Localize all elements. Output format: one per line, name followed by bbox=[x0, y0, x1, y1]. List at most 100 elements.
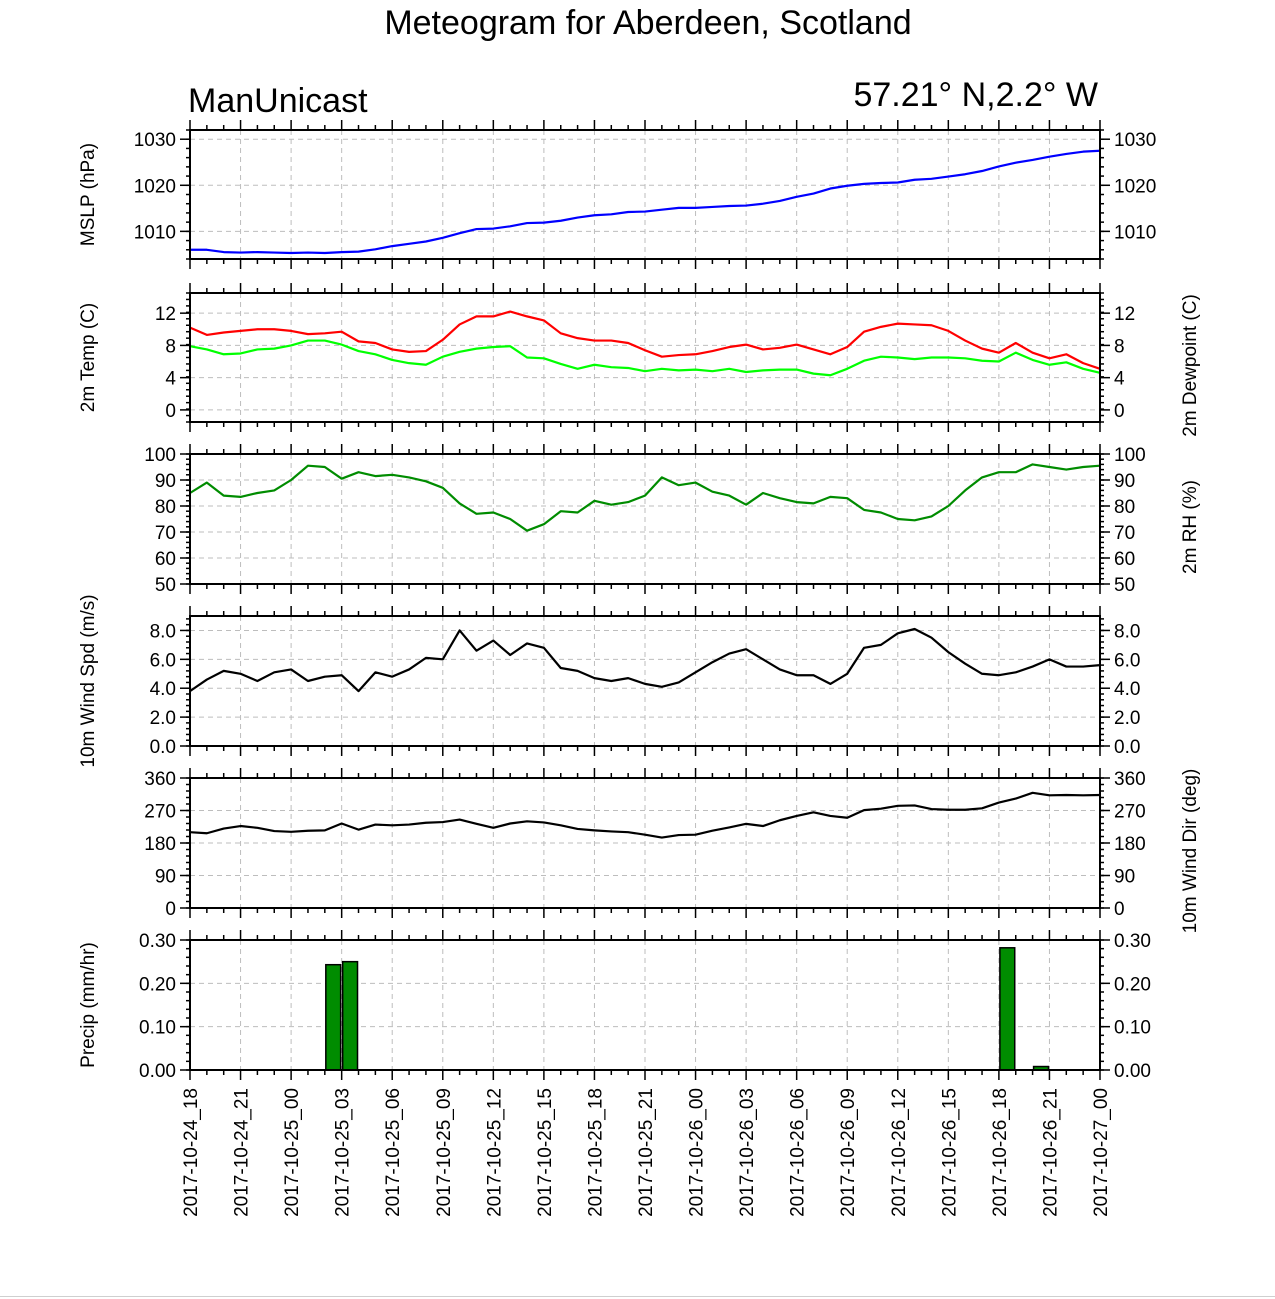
y-tick-label-right: 0.30 bbox=[1114, 931, 1151, 952]
y-tick-label-right: 0.20 bbox=[1114, 974, 1151, 995]
y-tick-label-right: 60 bbox=[1114, 549, 1135, 570]
y-tick-label-left: 8 bbox=[165, 336, 176, 357]
y-tick-label-right: 0.00 bbox=[1114, 1061, 1151, 1082]
precip-bar bbox=[999, 947, 1016, 1071]
y-tick-label-right: 1010 bbox=[1114, 222, 1156, 243]
wind_speed-series-line-1 bbox=[189, 627, 1101, 693]
y-tick-label-right: 90 bbox=[1114, 867, 1135, 888]
x-tick-label: 2017-10-26_03 bbox=[737, 1088, 758, 1217]
x-tick-label: 2017-10-25_15 bbox=[535, 1088, 556, 1217]
x-tick-label: 2017-10-27_00 bbox=[1091, 1088, 1112, 1217]
x-tick-label: 2017-10-25_09 bbox=[434, 1088, 455, 1217]
panel-frame bbox=[189, 939, 1101, 1071]
temperature-series-line-2 bbox=[189, 339, 1101, 377]
y-tick-label-left: 180 bbox=[144, 834, 176, 855]
x-tick-label: 2017-10-25_03 bbox=[333, 1088, 354, 1217]
y-axis-label: MSLP (hPa) bbox=[78, 143, 99, 246]
y-tick-label-right: 360 bbox=[1114, 769, 1146, 790]
y-tick-label-left: 12 bbox=[155, 304, 176, 325]
y-tick-label-right: 2.0 bbox=[1114, 708, 1140, 729]
x-tick-label: 2017-10-25_00 bbox=[282, 1088, 303, 1217]
y-tick-label-right: 0 bbox=[1114, 401, 1125, 422]
y-tick-label-right: 180 bbox=[1114, 834, 1146, 855]
mslp-series-line-1 bbox=[190, 149, 1101, 255]
wind_dir-series-line-1 bbox=[189, 791, 1101, 839]
y-tick-label-left: 50 bbox=[155, 575, 176, 596]
y-tick-label-left: 90 bbox=[155, 867, 176, 888]
y-tick-label-right: 0.0 bbox=[1114, 737, 1140, 758]
y-tick-label-left: 2.0 bbox=[150, 708, 176, 729]
y-tick-label-right: 12 bbox=[1114, 304, 1135, 325]
y-tick-label-left: 1020 bbox=[134, 176, 176, 197]
x-tick-label: 2017-10-26_00 bbox=[687, 1088, 708, 1217]
y-axis-label-right: 2m Dewpoint (C) bbox=[1180, 294, 1201, 437]
y-axis-label: Precip (mm/hr) bbox=[78, 942, 99, 1068]
x-tick-label: 2017-10-24_21 bbox=[232, 1088, 253, 1217]
panel-temperature: 0 0 4 4 8 8 12 12 2m Temp (C) 2m Dewpoint (C) bbox=[78, 283, 1201, 437]
y-axis-label: 2m Temp (C) bbox=[78, 303, 99, 412]
y-tick-label-right: 1020 bbox=[1114, 176, 1156, 197]
y-axis-label: 10m Wind Spd (m/s) bbox=[78, 594, 99, 767]
y-tick-label-left: 1030 bbox=[134, 130, 176, 151]
x-tick-label: 2017-10-26_06 bbox=[788, 1088, 809, 1217]
y-tick-label-right: 1030 bbox=[1114, 130, 1156, 151]
panel-frame bbox=[189, 777, 1101, 909]
panel-precip: 0.00 0.00 0.10 0.10 0.20 0.20 0.30 0.30 Precip (… bbox=[78, 930, 1151, 1082]
panel-rh: 50 50 60 60 70 70 80 80 90 90 100 100 2m RH (%) bbox=[144, 444, 1201, 596]
y-tick-label-right: 70 bbox=[1114, 523, 1135, 544]
precip-bar bbox=[341, 960, 359, 1071]
panel-mslp: 1010 1010 1020 1020 1030 1030 MSLP (hPa) bbox=[78, 120, 1156, 269]
panel-wind_dir: 0 0 90 90 180 180 270 270 360 360 10m Wind Dir (de… bbox=[144, 768, 1201, 933]
y-tick-label-left: 1010 bbox=[134, 222, 176, 243]
x-tick-label: 2017-10-25_06 bbox=[383, 1088, 404, 1217]
y-tick-label-right: 90 bbox=[1114, 471, 1135, 492]
panel-frame bbox=[189, 453, 1101, 585]
y-axis-label-right: 2m RH (%) bbox=[1180, 480, 1201, 574]
x-tick-label: 2017-10-26_18 bbox=[990, 1088, 1011, 1217]
y-tick-label-right: 0.10 bbox=[1114, 1018, 1151, 1039]
panel-frame bbox=[189, 292, 1101, 423]
x-tick-label: 2017-10-25_12 bbox=[484, 1088, 505, 1217]
y-axis-label-right: 10m Wind Dir (deg) bbox=[1180, 769, 1201, 934]
location-coordinates: 57.21° N,2.2° W bbox=[853, 76, 1098, 114]
panels-group: 1010 1010 1020 1020 1030 1030 MSLP (hPa) 0 0 4 4 8 8… bbox=[78, 120, 1201, 1082]
x-tick-label: 2017-10-25_21 bbox=[636, 1088, 657, 1217]
panel-wind_speed: 0.0 0.0 2.0 2.0 4.0 4.0 6.0 6.0 8.0 8.0 10m Wind S… bbox=[78, 594, 1140, 767]
y-tick-label-left: 0 bbox=[165, 401, 176, 422]
y-tick-label-left: 270 bbox=[144, 802, 176, 823]
y-tick-label-right: 270 bbox=[1114, 802, 1146, 823]
y-tick-label-left: 0 bbox=[165, 899, 176, 920]
chart-title: Meteogram for Aberdeen, Scotland bbox=[384, 4, 911, 42]
y-tick-label-right: 0 bbox=[1114, 899, 1125, 920]
temperature-series-line-1 bbox=[189, 310, 1101, 370]
y-tick-label-left: 60 bbox=[155, 549, 176, 570]
x-tick-label: 2017-10-26_21 bbox=[1040, 1088, 1061, 1217]
y-tick-label-left: 360 bbox=[144, 769, 176, 790]
y-tick-label-left: 90 bbox=[155, 471, 176, 492]
y-tick-label-right: 8 bbox=[1114, 336, 1125, 357]
y-tick-label-right: 4 bbox=[1114, 369, 1125, 390]
x-tick-label: 2017-10-26_12 bbox=[889, 1088, 910, 1217]
y-tick-label-left: 80 bbox=[155, 497, 176, 518]
y-tick-label-right: 50 bbox=[1114, 575, 1135, 596]
rh-series-line-1 bbox=[189, 463, 1101, 532]
y-tick-label-right: 6.0 bbox=[1114, 650, 1140, 671]
bottom-divider bbox=[0, 1296, 1275, 1297]
time-axis: 2017-10-24_18 2017-10-24_21 2017-10-25_00 2… bbox=[181, 1088, 1112, 1217]
y-tick-label-left: 0.30 bbox=[139, 931, 176, 952]
x-tick-label: 2017-10-26_09 bbox=[838, 1088, 859, 1217]
x-tick-label: 2017-10-24_18 bbox=[181, 1088, 202, 1217]
panel-frame bbox=[189, 615, 1101, 747]
y-tick-label-left: 100 bbox=[144, 445, 176, 466]
y-tick-label-left: 70 bbox=[155, 523, 176, 544]
y-tick-label-left: 0.00 bbox=[139, 1061, 176, 1082]
x-tick-label: 2017-10-25_18 bbox=[585, 1088, 606, 1217]
y-tick-label-right: 100 bbox=[1114, 445, 1146, 466]
y-tick-label-left: 4 bbox=[165, 369, 176, 390]
model-name: ManUnicast bbox=[188, 82, 368, 120]
y-tick-label-left: 8.0 bbox=[150, 621, 176, 642]
y-tick-label-left: 4.0 bbox=[150, 679, 176, 700]
x-tick-label: 2017-10-26_15 bbox=[939, 1088, 960, 1217]
y-tick-label-left: 6.0 bbox=[150, 650, 176, 671]
